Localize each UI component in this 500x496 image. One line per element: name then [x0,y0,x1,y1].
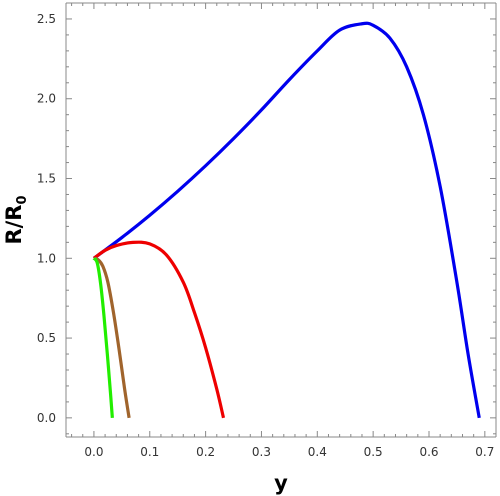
series-brown-curve [93,256,131,419]
y-axis-label-subscript: 0 [15,195,30,204]
y-tick-label: 2.5 [37,12,56,26]
series-blue-curve [92,21,481,419]
axis-ticks [66,2,497,437]
x-tick-label: 0.7 [475,445,494,459]
y-tick-label: 0.5 [37,331,56,345]
plot-frame [65,2,497,438]
x-tick-label: 0.6 [419,445,438,459]
series-green-curve [92,257,114,418]
x-axis-label: y [274,471,288,495]
series-layer [92,21,481,419]
tick-labels: 0.0 0.1 0.2 0.3 0.4 0.5 0.6 0.7 0.0 0.5 1.0 1.5 2.0 2… [37,12,494,459]
x-tick-label: 0.3 [252,445,271,459]
y-axis-label-main: R/R [2,205,26,245]
x-tick-label: 0.1 [140,445,159,459]
series-red-curve [92,240,226,419]
x-tick-label: 0.0 [84,445,103,459]
y-tick-label: 0.0 [37,411,56,425]
y-axis-label: R/R0 [2,195,30,244]
x-tick-label: 0.4 [308,445,327,459]
y-tick-label: 2.0 [37,92,56,106]
x-tick-label: 0.5 [364,445,383,459]
y-tick-label: 1.5 [37,172,56,186]
x-tick-label: 0.2 [196,445,215,459]
y-tick-label: 1.0 [37,251,56,265]
